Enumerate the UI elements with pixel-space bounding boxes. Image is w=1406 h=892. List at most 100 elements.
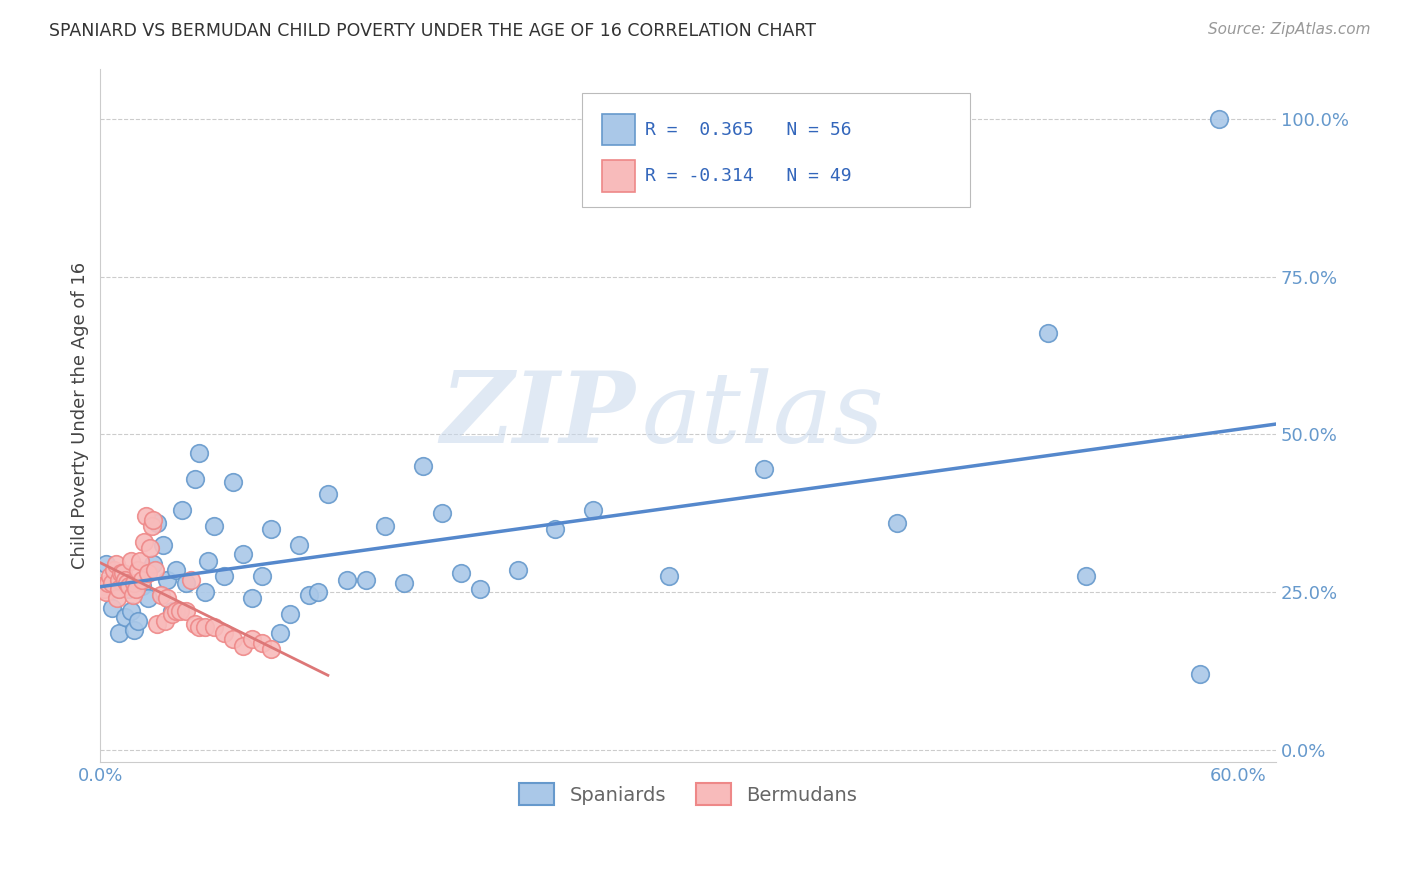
Point (582, 503, 605, 517)
Point (112, 575, 135, 590)
Point (146, 516, 169, 530)
Point (135, 509, 157, 524)
Point (374, 519, 396, 533)
Point (184, 616, 207, 631)
Point (165, 604, 187, 618)
Point (307, 585, 329, 599)
Point (97, 575, 120, 590)
Point (146, 616, 169, 631)
Point (136, 566, 159, 581)
Point (131, 579, 153, 593)
Point (141, 519, 163, 533)
Point (110, 566, 132, 581)
Point (202, 519, 225, 533)
Point (162, 607, 184, 622)
Point (108, 582, 131, 596)
Point (94, 557, 117, 571)
Point (392, 575, 415, 590)
Point (112, 566, 135, 581)
Point (240, 632, 263, 647)
Point (1208, 112, 1230, 126)
Point (165, 563, 187, 577)
Point (260, 641, 283, 656)
Point (240, 591, 263, 606)
Point (162, 604, 184, 618)
Point (250, 635, 273, 649)
Point (156, 591, 179, 606)
Point (468, 582, 491, 596)
Text: R =  0.365   N = 56: R = 0.365 N = 56 (645, 120, 851, 138)
Point (152, 538, 174, 552)
Point (138, 541, 160, 555)
Point (108, 573, 131, 587)
Point (153, 614, 176, 628)
Point (156, 573, 179, 587)
Point (114, 610, 136, 624)
Point (100, 575, 122, 590)
Point (174, 575, 197, 590)
Point (658, 569, 681, 583)
Point (104, 569, 127, 583)
Point (188, 446, 211, 460)
Point (430, 506, 453, 520)
Point (142, 512, 165, 526)
Point (212, 569, 235, 583)
Point (93, 582, 115, 596)
Text: SPANIARD VS BERMUDAN CHILD POVERTY UNDER THE AGE OF 16 CORRELATION CHART: SPANIARD VS BERMUDAN CHILD POVERTY UNDER… (49, 22, 817, 40)
Point (127, 563, 149, 577)
Point (129, 553, 152, 567)
Point (115, 575, 138, 590)
Point (288, 538, 311, 552)
Point (506, 563, 529, 577)
Point (118, 582, 141, 596)
Text: ZIP: ZIP (440, 368, 636, 464)
Point (197, 553, 219, 567)
Point (232, 639, 254, 653)
Point (107, 582, 129, 596)
Point (120, 604, 142, 618)
Text: atlas: atlas (641, 368, 884, 463)
Point (298, 588, 321, 602)
Point (316, 487, 339, 501)
Point (170, 503, 193, 517)
Point (886, 516, 908, 530)
Y-axis label: Child Poverty Under the Age of 16: Child Poverty Under the Age of 16 (72, 262, 89, 569)
Point (136, 591, 159, 606)
Point (450, 566, 472, 581)
Point (202, 620, 225, 634)
Point (169, 604, 191, 618)
Point (120, 553, 142, 567)
Point (222, 475, 245, 489)
Point (91, 579, 114, 593)
Point (174, 604, 197, 618)
Point (143, 563, 166, 577)
Point (142, 557, 165, 571)
Point (94, 585, 117, 599)
Point (107, 591, 129, 606)
Point (125, 582, 148, 596)
Text: Source: ZipAtlas.com: Source: ZipAtlas.com (1208, 22, 1371, 37)
Point (260, 522, 283, 536)
Point (180, 573, 202, 587)
Point (114, 573, 136, 587)
Point (124, 623, 146, 637)
Point (104, 557, 127, 571)
Point (1038, 326, 1060, 341)
Point (544, 522, 567, 536)
FancyBboxPatch shape (602, 161, 636, 192)
Point (752, 462, 775, 476)
Point (1189, 667, 1212, 681)
Point (131, 573, 153, 587)
Point (354, 573, 377, 587)
Point (1076, 569, 1098, 583)
Point (121, 588, 143, 602)
Point (124, 575, 146, 590)
Point (232, 547, 254, 561)
Point (194, 585, 217, 599)
Point (212, 626, 235, 640)
Point (336, 573, 359, 587)
FancyBboxPatch shape (582, 93, 970, 207)
Point (100, 601, 122, 615)
Point (103, 563, 125, 577)
Point (412, 458, 434, 473)
